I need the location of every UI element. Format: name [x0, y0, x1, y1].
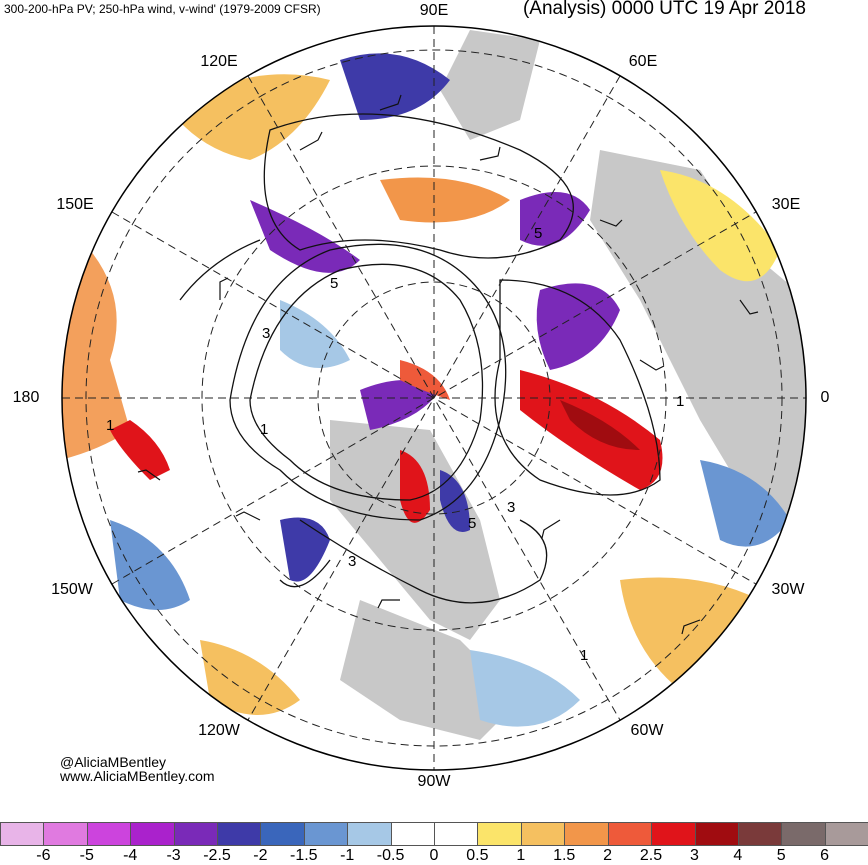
colorbar-tick-label: -1.5 [290, 847, 318, 864]
colorbar-tick-label: 2.5 [639, 847, 663, 864]
lon-label-30e: 30E [771, 196, 801, 213]
colorbar-swatch [651, 822, 696, 846]
map-field: 5 3 5 3 5 3 1 1 1 1 [62, 26, 806, 770]
colorbar-tick-label: -3 [166, 847, 181, 864]
lon-label-30w: 30W [771, 581, 805, 598]
map-subtitle: 300-200-hPa PV; 250-hPa wind, v-wind' (1… [4, 2, 321, 16]
contour-label: 1 [580, 647, 588, 664]
contour-label: 5 [330, 275, 338, 292]
colorbar-tick-label: 2 [603, 847, 613, 864]
credit-name: @AliciaMBentley [60, 754, 167, 770]
lon-label-60w: 60W [630, 722, 664, 739]
colorbar-swatch [781, 822, 826, 846]
colorbar-tick-label: -2 [253, 847, 268, 864]
lon-label-180: 180 [12, 389, 40, 406]
polar-map: 5 3 5 3 5 3 1 1 1 1 [61, 25, 807, 771]
contour-label: 5 [468, 515, 476, 532]
pv-anomaly-shading [62, 53, 790, 727]
colorbar-tick-labels: -6 -5 -4 -3 -2.5 -2 -1.5 -1 -0.5 0 0.5 1 1.5 2 2.5 3 4 5 6 [0, 847, 868, 865]
colorbar-tick-label: -0.5 [376, 847, 405, 864]
colorbar-tick-label: 0 [429, 847, 439, 864]
graticule [62, 26, 806, 770]
colorbar-tick-label: -2.5 [203, 847, 231, 864]
contour-number-labels: 5 3 5 3 5 3 1 1 1 1 [106, 225, 684, 664]
colorbar-swatch [217, 822, 262, 846]
map-border [61, 25, 807, 771]
colorbar-swatch [130, 822, 175, 846]
colorbar-swatch [520, 822, 566, 846]
colorbar-swatch [86, 822, 132, 846]
colorbar-tick-label: -1 [340, 847, 355, 864]
colorbar-tick-label: 0.5 [466, 847, 489, 864]
colorbar-swatch [0, 822, 45, 846]
colorbar-tick-label: -5 [79, 847, 94, 864]
contour-label: 3 [507, 499, 515, 516]
colorbar-tick-label: 3 [689, 847, 699, 864]
colorbar-swatch [824, 822, 868, 846]
pv-contours [179, 113, 661, 604]
colorbar-swatch [477, 822, 522, 846]
contour-label: 1 [676, 393, 684, 410]
colorbar-tick-label: 5 [776, 847, 786, 864]
colorbar-tick-label: -6 [36, 847, 51, 864]
colorbar-swatch [43, 822, 88, 846]
colorbar-tick-label: 6 [820, 847, 830, 864]
colorbar-swatch [390, 822, 436, 846]
map-title: (Analysis) 0000 UTC 19 Apr 2018 [522, 0, 806, 19]
land-masses [330, 30, 806, 740]
contour-label: 3 [348, 553, 356, 570]
contour-label: 1 [106, 417, 114, 434]
contour-label: 3 [262, 325, 270, 342]
colorbar-swatch [173, 822, 219, 846]
colorbar-tick-label: -4 [123, 847, 138, 864]
colorbar-tick-label: 1 [516, 847, 526, 864]
lon-label-150e: 150E [56, 196, 94, 213]
lon-label-120w: 120W [198, 722, 240, 739]
colorbar-swatch [737, 822, 783, 846]
colorbar-swatch [694, 822, 739, 846]
credit-url: www.AliciaMBentley.com [60, 768, 215, 784]
lon-label-90e: 90E [419, 2, 449, 19]
colorbar-swatch [260, 822, 305, 846]
lon-label-150w: 150W [51, 581, 93, 598]
lon-label-90w: 90W [417, 773, 451, 790]
lon-label-0: 0 [820, 389, 830, 406]
colorbar-swatch [564, 822, 609, 846]
wind-barbs [137, 94, 759, 635]
colorbar-swatch [607, 822, 653, 846]
lon-label-120e: 120E [200, 53, 238, 70]
colorbar-tick-label: 4 [733, 847, 743, 864]
colorbar-tick-label: 1.5 [553, 847, 576, 864]
colorbar-swatch [303, 822, 349, 846]
lon-label-60e: 60E [628, 53, 658, 70]
colorbar-swatch [347, 822, 392, 846]
contour-label: 5 [534, 225, 542, 242]
colorbar [0, 822, 868, 846]
colorbar-swatch [434, 822, 479, 846]
contour-label: 1 [260, 421, 268, 438]
